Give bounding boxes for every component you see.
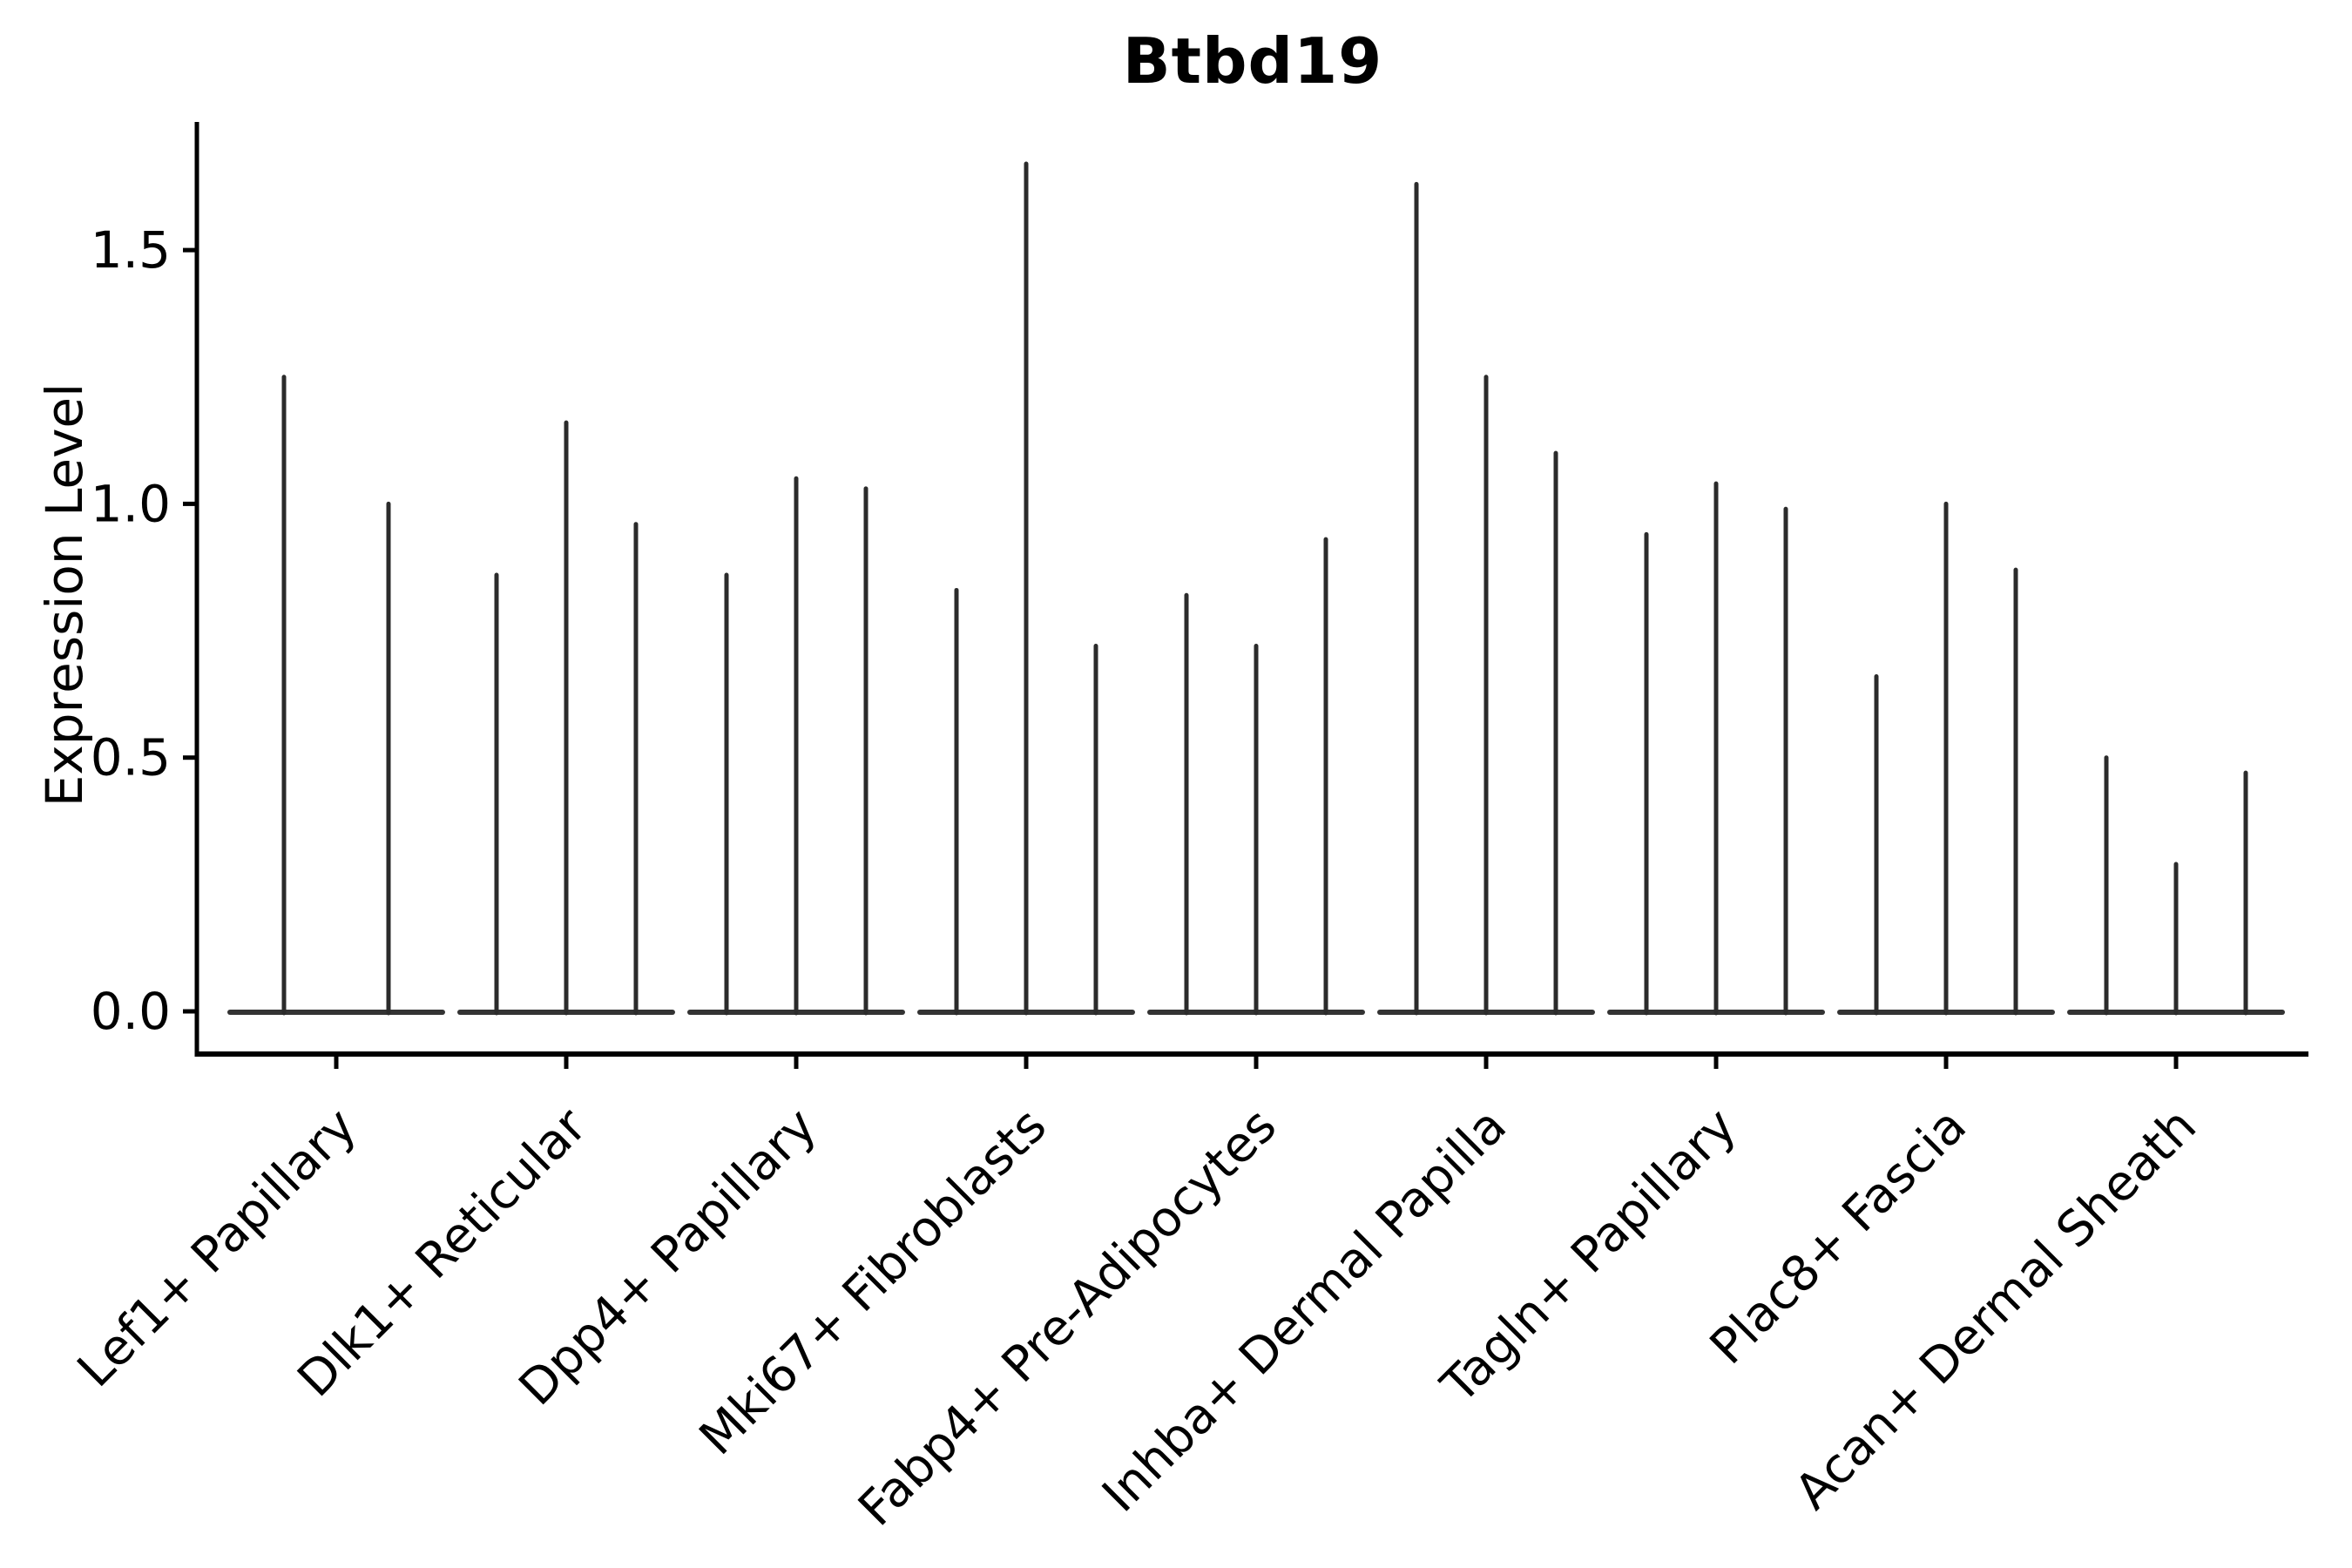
x-tick-label: Fabp4+ Pre-Adipocytes bbox=[848, 1098, 1288, 1538]
y-tick-label: 0.5 bbox=[91, 728, 171, 787]
chart-title: Btbd19 bbox=[1122, 24, 1383, 98]
y-tick-label: 1.0 bbox=[91, 474, 171, 533]
y-tick-label: 1.5 bbox=[91, 220, 171, 280]
x-tick-label: Inhba+ Dermal Papilla bbox=[1092, 1098, 1517, 1524]
axes-layer bbox=[194, 122, 2308, 1057]
violins-layer bbox=[227, 161, 2285, 1016]
ticks-layer bbox=[183, 247, 2179, 1069]
x-tick-label: Acan+ Dermal Sheath bbox=[1784, 1098, 2207, 1521]
y-tick-label: 0.0 bbox=[91, 982, 171, 1041]
